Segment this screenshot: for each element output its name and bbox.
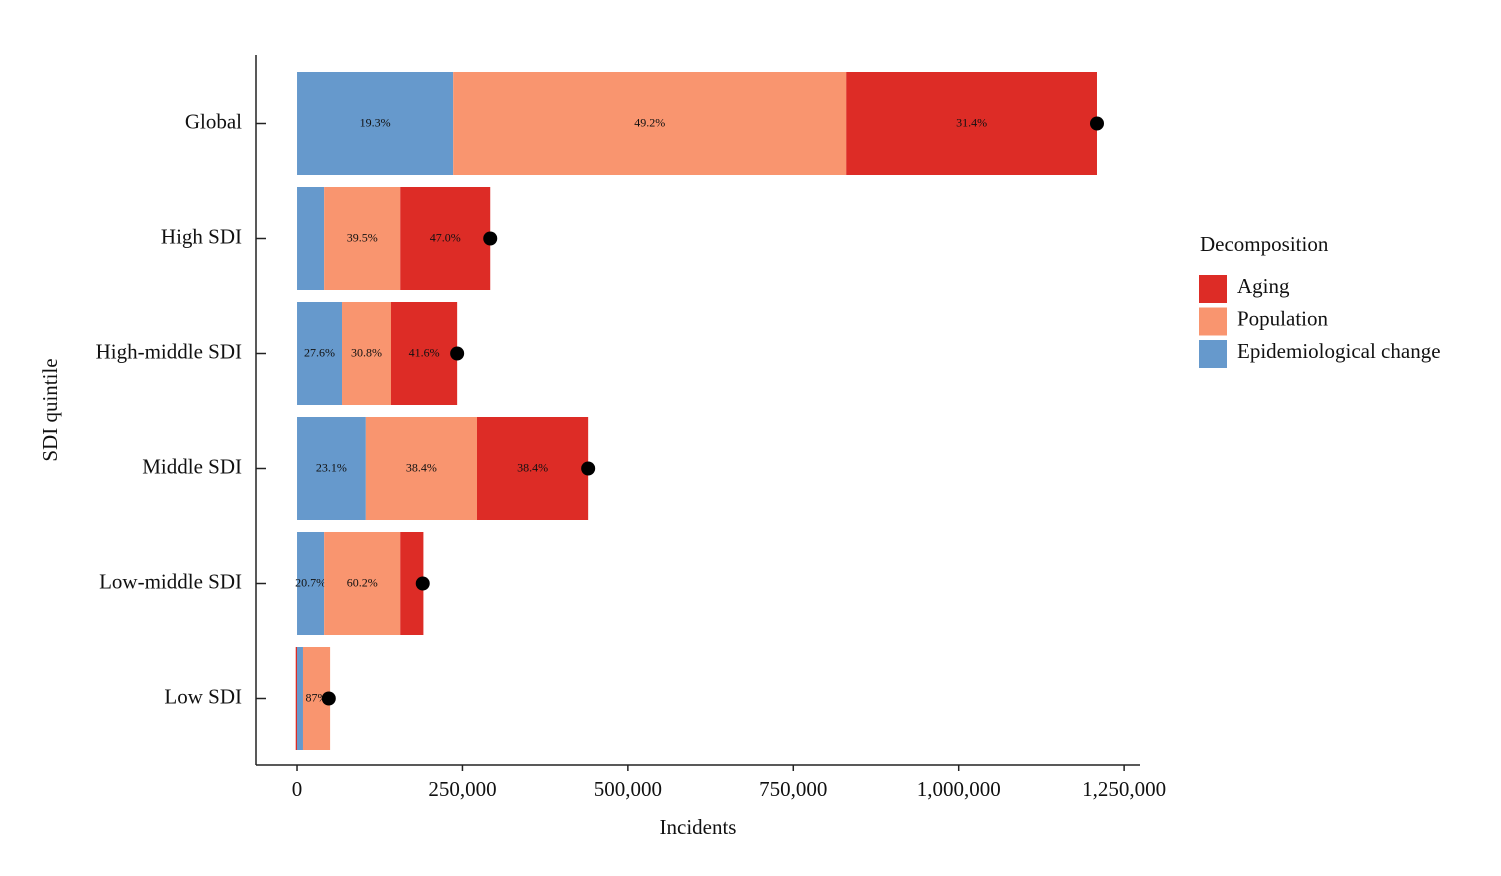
bar-label: 23.1% [316, 460, 347, 474]
bar-label: 27.6% [304, 345, 335, 359]
x-tick-label: 0 [292, 777, 303, 801]
legend-label: Epidemiological change [1237, 339, 1441, 363]
total-dot [483, 231, 498, 246]
bar-label: 30.8% [351, 345, 382, 359]
bar-segment [297, 302, 343, 405]
bar-segment [324, 187, 401, 290]
bar-segment [477, 417, 589, 520]
legend-label: Population [1237, 306, 1329, 330]
y-axis-title: SDI quintile [38, 358, 62, 461]
bar-segment [846, 72, 1097, 175]
bar-label: 49.2% [634, 115, 665, 129]
bar-label: 39.5% [347, 230, 378, 244]
y-tick-label: High SDI [161, 224, 242, 248]
total-dot [581, 461, 596, 476]
legend-swatch [1199, 340, 1227, 368]
x-tick-label: 750,000 [759, 777, 827, 801]
x-tick-label: 500,000 [594, 777, 662, 801]
y-tick-label: Middle SDI [142, 454, 242, 478]
x-tick-label: 1,250,000 [1082, 777, 1166, 801]
legend-title: Decomposition [1200, 232, 1329, 256]
bar-segment [297, 72, 454, 175]
total-dot [1089, 116, 1104, 131]
y-tick-label: High-middle SDI [96, 339, 242, 363]
x-axis-title: Incidents [660, 815, 737, 839]
bar-segment [400, 187, 491, 290]
bar-segment [453, 72, 847, 175]
bar-segment [295, 647, 298, 750]
bar-label: 31.4% [956, 115, 987, 129]
total-dot [450, 346, 465, 361]
total-dot [321, 691, 336, 706]
y-tick-label: Low SDI [164, 684, 242, 708]
bar-label: 47.0% [430, 230, 461, 244]
bar-label: 41.6% [409, 345, 440, 359]
total-dot [415, 576, 430, 591]
bar-label: 38.4% [406, 460, 437, 474]
bar-segment [297, 532, 325, 635]
bar-segment [390, 302, 458, 405]
y-tick-label: Low-middle SDI [99, 569, 242, 593]
bar-label: 19.3% [360, 115, 391, 129]
bar-segment [342, 302, 391, 405]
x-tick-label: 250,000 [428, 777, 496, 801]
bar-segment [400, 532, 424, 635]
bar-segment [297, 647, 303, 750]
bar-label: 20.7% [295, 575, 326, 589]
y-tick-label: Global [185, 109, 242, 133]
bar-label: 60.2% [347, 575, 378, 589]
bar-segment [365, 417, 477, 520]
x-tick-label: 1,000,000 [917, 777, 1001, 801]
bar-label: 87% [306, 690, 328, 704]
legend-swatch [1199, 275, 1227, 303]
legend-swatch [1199, 307, 1227, 336]
bar-segment [297, 417, 366, 520]
bar-label: 38.4% [517, 460, 548, 474]
bar-segment [324, 532, 401, 635]
legend-label: Aging [1237, 274, 1290, 298]
bar-segment [297, 187, 325, 290]
